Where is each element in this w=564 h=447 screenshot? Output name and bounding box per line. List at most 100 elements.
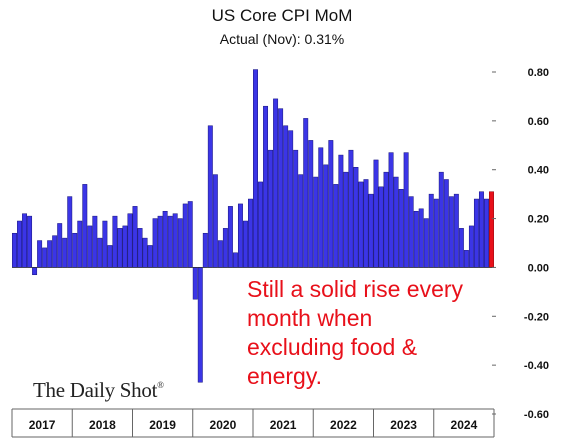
- y-tick-label: -0.20: [524, 311, 549, 323]
- bar: [212, 174, 218, 268]
- bar: [253, 69, 258, 268]
- bar: [273, 98, 279, 268]
- daily-shot-logo: The Daily Shot®: [33, 378, 164, 403]
- registered-mark: ®: [157, 380, 164, 390]
- bar: [443, 179, 449, 268]
- y-tick-label: 0.20: [528, 214, 549, 226]
- bar: [338, 154, 344, 268]
- bar: [207, 125, 213, 268]
- y-tick-label: -0.40: [524, 360, 549, 372]
- bar: [293, 149, 299, 268]
- bar: [313, 176, 319, 268]
- annotation-line: excluding food &: [247, 334, 418, 360]
- bar: [403, 152, 409, 268]
- bar: [47, 240, 53, 268]
- bar: [57, 223, 63, 268]
- bar: [413, 210, 419, 268]
- x-tick-label: 2018: [89, 418, 116, 432]
- y-axis: 0.80 0.60 0.40 0.20 0.00 -0.20 -0.40 -0.60: [492, 67, 549, 421]
- bar: [177, 218, 183, 268]
- annotation-line: month when: [247, 305, 373, 331]
- bar: [42, 247, 48, 268]
- bar: [368, 193, 374, 268]
- bar: [67, 196, 73, 268]
- bar: [237, 203, 243, 268]
- bar: [348, 149, 354, 268]
- bar: [137, 228, 143, 268]
- bar: [222, 228, 228, 268]
- bar: [27, 215, 33, 268]
- annotation-line: energy.: [247, 363, 323, 389]
- bar: [343, 171, 349, 268]
- bar: [243, 220, 248, 268]
- bar: [152, 218, 158, 268]
- bar: [142, 237, 148, 268]
- bar: [72, 232, 78, 268]
- bar-series: [12, 69, 494, 383]
- bar: [398, 189, 404, 268]
- logo-text: The Daily Shot: [33, 378, 158, 402]
- bar: [147, 245, 153, 268]
- bar: [328, 140, 334, 268]
- bar: [298, 174, 304, 268]
- bar: [438, 171, 444, 268]
- bar: [473, 198, 479, 268]
- bar: [102, 220, 108, 268]
- bar: [478, 191, 484, 268]
- bar: [353, 167, 359, 268]
- x-tick-label: 2022: [330, 418, 357, 432]
- bar: [192, 267, 198, 300]
- y-tick-label: 0.60: [528, 116, 549, 128]
- bar-latest: [489, 191, 494, 268]
- bar: [92, 215, 98, 268]
- bar: [97, 237, 103, 268]
- bar: [22, 213, 28, 268]
- bar: [318, 147, 324, 268]
- bar: [87, 225, 93, 268]
- bar: [468, 225, 474, 268]
- bar: [303, 118, 309, 268]
- bar: [197, 267, 203, 383]
- bar: [258, 181, 263, 268]
- bar: [308, 140, 314, 268]
- x-tick-label: 2024: [451, 418, 478, 432]
- annotation-line: Still a solid rise every: [247, 276, 464, 302]
- bar: [167, 215, 173, 268]
- bar: [172, 213, 178, 268]
- bar: [268, 149, 274, 268]
- y-tick-label: 0.80: [528, 67, 549, 79]
- bar: [378, 186, 384, 268]
- bar: [217, 240, 223, 268]
- x-axis: 2017 2018 2019 2020 2021 2022 2023 2024: [11, 408, 495, 438]
- bar: [323, 164, 329, 268]
- bar: [393, 176, 399, 268]
- bar: [418, 208, 424, 268]
- y-tick-label: 0.00: [528, 262, 549, 274]
- bar: [12, 232, 17, 268]
- bar: [288, 130, 294, 268]
- bar: [112, 215, 118, 268]
- bar: [428, 193, 434, 268]
- bar: [232, 252, 238, 268]
- x-tick-label: 2021: [270, 418, 297, 432]
- x-tick-label: 2017: [29, 418, 56, 432]
- bar: [117, 228, 123, 268]
- bar: [77, 220, 83, 268]
- x-tick-label: 2019: [149, 418, 176, 432]
- bar: [62, 237, 68, 268]
- chart-annotation: Still a solid rise every month when excl…: [247, 275, 517, 391]
- chart-subtitle: Actual (Nov): 0.31%: [219, 31, 345, 47]
- bar: [484, 198, 489, 268]
- bar: [278, 108, 284, 268]
- bar: [32, 267, 38, 276]
- bar: [433, 198, 439, 268]
- bar: [383, 171, 389, 268]
- bar: [448, 196, 454, 268]
- bar: [82, 184, 88, 268]
- bar: [132, 206, 138, 268]
- bar: [227, 206, 233, 268]
- bar: [388, 152, 394, 268]
- bar: [463, 250, 469, 268]
- bar: [17, 220, 22, 268]
